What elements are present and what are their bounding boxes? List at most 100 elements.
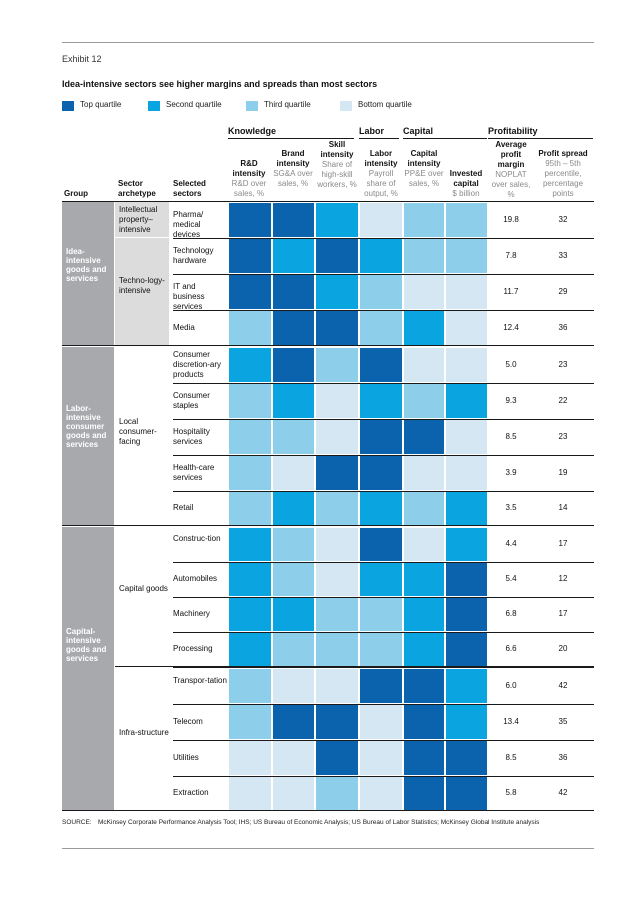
heatmap-cell	[315, 455, 359, 491]
header-profit-spread: Profit spread 95th – 5th percentile, per…	[533, 149, 593, 199]
heatmap-cell	[228, 776, 272, 811]
sector-label: Utilities	[173, 752, 199, 762]
heatmap-cell	[315, 419, 359, 455]
source-label: SOURCE:	[62, 819, 92, 826]
heatmap-cell	[272, 238, 315, 274]
heatmap-cell	[315, 740, 359, 776]
sector-label: Pharma/ medical devices	[173, 209, 204, 239]
header-labor-intensity: Labor intensity Payroll share of output,…	[359, 149, 403, 199]
legend-swatch	[340, 101, 352, 111]
section-rule	[62, 525, 594, 526]
heatmap-cell	[228, 274, 272, 310]
header-title: Brand intensity	[276, 149, 310, 168]
source-text: McKinsey Corporate Performance Analysis …	[98, 819, 540, 826]
heatmap-cell	[228, 704, 272, 740]
archetype-label: Infra-structure	[119, 728, 169, 737]
heatmap-cell	[445, 704, 488, 740]
heatmap-cell	[315, 562, 359, 597]
heatmap-cell	[359, 597, 403, 632]
profit-margin-value: 11.7	[503, 286, 519, 296]
heatmap-cell	[228, 310, 272, 346]
heatmap-cell	[315, 668, 359, 704]
heatmap-cell	[445, 419, 488, 455]
legend-label: Bottom quartile	[358, 100, 412, 109]
heatmap-cell	[359, 202, 403, 238]
heatmap-cell	[359, 238, 403, 274]
heatmap-cell	[228, 202, 272, 238]
heatmap-cell	[359, 632, 403, 667]
sector-label: Consumer staples	[173, 390, 210, 410]
archetype-rule	[115, 237, 173, 238]
profit-margin-value: 6.6	[505, 644, 517, 653]
heatmap-cell	[228, 740, 272, 776]
group-idea-intensive: Idea-intensive goods and services	[62, 202, 114, 345]
heatmap-cell	[403, 491, 445, 526]
heatmap-cell	[228, 632, 272, 667]
sector-label: Telecom	[173, 716, 203, 726]
header-title: R&D intensity	[232, 159, 266, 178]
heatmap-cell	[445, 597, 488, 632]
heatmap-cell	[228, 668, 272, 704]
heatmap-cell	[272, 562, 315, 597]
heatmap-cell	[403, 310, 445, 346]
heatmap-cell	[228, 347, 272, 383]
heatmap-cell	[315, 597, 359, 632]
heatmap-cell	[359, 347, 403, 383]
profit-margin-value: 4.4	[505, 539, 517, 548]
heatmap-cell	[228, 238, 272, 274]
heatmap-cell	[228, 491, 272, 526]
header-subtitle: Share of high-skill workers, %	[317, 160, 357, 189]
chart-title: Idea-intensive sectors see higher margin…	[62, 79, 378, 89]
header-title: Capital intensity	[407, 149, 441, 168]
heatmap-cell	[228, 562, 272, 597]
legend-label: Second quartile	[166, 100, 222, 109]
archetype-technology-intensive: Techno-logy-intensive	[115, 238, 169, 345]
heatmap-cell	[359, 562, 403, 597]
row-rule	[173, 238, 594, 239]
labor-rule	[359, 138, 399, 139]
profit-margin-value: 19.8	[503, 214, 519, 224]
profit-margin-value: 8.5	[505, 431, 517, 441]
row-rule	[173, 740, 594, 741]
row-rule	[173, 597, 594, 598]
heatmap-cell	[359, 455, 403, 491]
header-archetype: Sector archetype	[118, 179, 156, 198]
profit-spread-value: 36	[558, 752, 568, 762]
heatmap-cell	[272, 202, 315, 238]
legend-label: Third quartile	[264, 100, 311, 109]
heatmap-cell	[445, 632, 488, 667]
header-brand-intensity: Brand intensity SG&A over sales, %	[272, 149, 314, 189]
profit-spread-value: 32	[558, 214, 568, 224]
profit-spread-value: 22	[558, 395, 568, 405]
heatmap-cell	[403, 562, 445, 597]
heatmap-cell	[403, 202, 445, 238]
profit-spread-value: 17	[558, 539, 568, 548]
heatmap-cell	[359, 527, 403, 562]
heatmap-cell	[272, 383, 315, 419]
header-subtitle: PP&E over sales, %	[404, 169, 444, 188]
profitability-rule	[488, 138, 593, 139]
section-rule	[115, 666, 594, 667]
header-rule	[62, 201, 594, 202]
heatmap-cell	[403, 776, 445, 811]
heatmap-cell	[359, 668, 403, 704]
heatmap-cell	[272, 527, 315, 562]
heatmap-cell	[403, 704, 445, 740]
profit-spread-value: 42	[558, 788, 568, 797]
profit-spread-value: 20	[558, 644, 568, 653]
heatmap-cell	[315, 704, 359, 740]
header-group: Group	[64, 189, 88, 198]
row-rule	[173, 419, 594, 420]
profit-spread-value: 14	[558, 503, 568, 512]
heatmap-cell	[445, 491, 488, 526]
exhibit-label: Exhibit 12	[62, 54, 102, 64]
heatmap-cell	[272, 491, 315, 526]
profit-margin-value: 6.8	[505, 609, 517, 618]
heatmap-cell	[403, 632, 445, 667]
sector-label: Retail	[173, 503, 194, 512]
heatmap-cell	[315, 383, 359, 419]
heatmap-cell	[445, 527, 488, 562]
header-title: Skill intensity	[320, 140, 354, 159]
heatmap-cell	[359, 776, 403, 811]
heatmap-cell	[359, 740, 403, 776]
